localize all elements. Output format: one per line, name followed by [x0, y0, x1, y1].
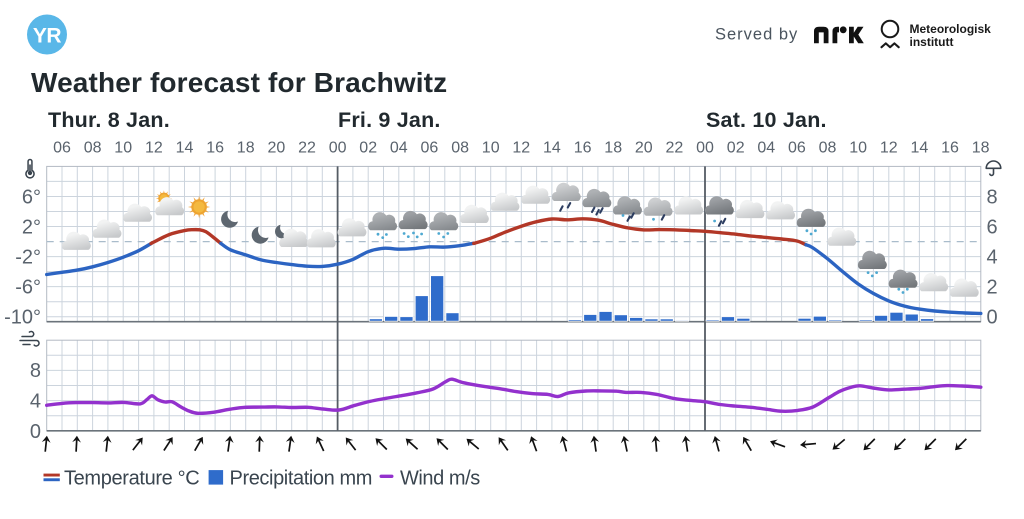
svg-text:00: 00 [696, 140, 714, 157]
svg-text:14: 14 [911, 140, 929, 157]
svg-text:04: 04 [757, 140, 775, 157]
svg-text:12: 12 [880, 140, 898, 157]
svg-text:2: 2 [987, 277, 998, 299]
svg-text:Sat. 10 Jan.: Sat. 10 Jan. [706, 108, 827, 132]
svg-text:-6°: -6° [15, 277, 41, 299]
svg-text:06: 06 [421, 140, 439, 157]
svg-text:Precipitation mm: Precipitation mm [230, 468, 373, 490]
svg-text:00: 00 [329, 140, 347, 157]
svg-text:22: 22 [666, 140, 684, 157]
svg-text:12: 12 [145, 140, 163, 157]
svg-text:Temperature °C: Temperature °C [64, 468, 199, 490]
svg-text:0: 0 [987, 307, 998, 329]
svg-text:YR: YR [33, 25, 62, 48]
svg-text:22: 22 [298, 140, 316, 157]
svg-text:20: 20 [268, 140, 286, 157]
svg-text:06: 06 [53, 140, 71, 157]
svg-text:-10°: -10° [4, 307, 41, 329]
svg-text:8: 8 [987, 187, 998, 209]
svg-text:Thur. 8 Jan.: Thur. 8 Jan. [48, 108, 170, 132]
svg-text:6°: 6° [22, 187, 41, 209]
svg-text:Served by: Served by [715, 26, 798, 44]
svg-text:16: 16 [574, 140, 592, 157]
svg-text:4: 4 [30, 391, 41, 413]
svg-text:2°: 2° [22, 217, 41, 239]
svg-text:04: 04 [390, 140, 408, 157]
svg-text:0: 0 [30, 421, 41, 443]
svg-text:18: 18 [604, 140, 622, 157]
svg-text:Wind m/s: Wind m/s [400, 468, 480, 490]
svg-text:Meteorologisk: Meteorologisk [910, 22, 992, 36]
svg-text:08: 08 [84, 140, 102, 157]
svg-text:08: 08 [451, 140, 469, 157]
svg-text:Weather forecast for Brachwitz: Weather forecast for Brachwitz [31, 67, 447, 98]
svg-text:18: 18 [237, 140, 255, 157]
svg-text:02: 02 [359, 140, 377, 157]
svg-text:10: 10 [849, 140, 867, 157]
svg-text:16: 16 [941, 140, 959, 157]
svg-text:02: 02 [727, 140, 745, 157]
svg-text:14: 14 [176, 140, 194, 157]
svg-text:16: 16 [206, 140, 224, 157]
svg-text:18: 18 [972, 140, 990, 157]
svg-text:4: 4 [987, 247, 998, 269]
svg-text:Fri. 9 Jan.: Fri. 9 Jan. [338, 108, 441, 132]
svg-text:06: 06 [788, 140, 806, 157]
svg-text:12: 12 [512, 140, 530, 157]
svg-text:20: 20 [635, 140, 653, 157]
svg-text:08: 08 [819, 140, 837, 157]
svg-text:institutt: institutt [910, 35, 954, 49]
svg-text:6: 6 [987, 217, 998, 239]
svg-text:-2°: -2° [15, 247, 41, 269]
svg-text:14: 14 [543, 140, 561, 157]
svg-text:10: 10 [114, 140, 132, 157]
svg-text:10: 10 [482, 140, 500, 157]
svg-text:8: 8 [30, 360, 41, 382]
